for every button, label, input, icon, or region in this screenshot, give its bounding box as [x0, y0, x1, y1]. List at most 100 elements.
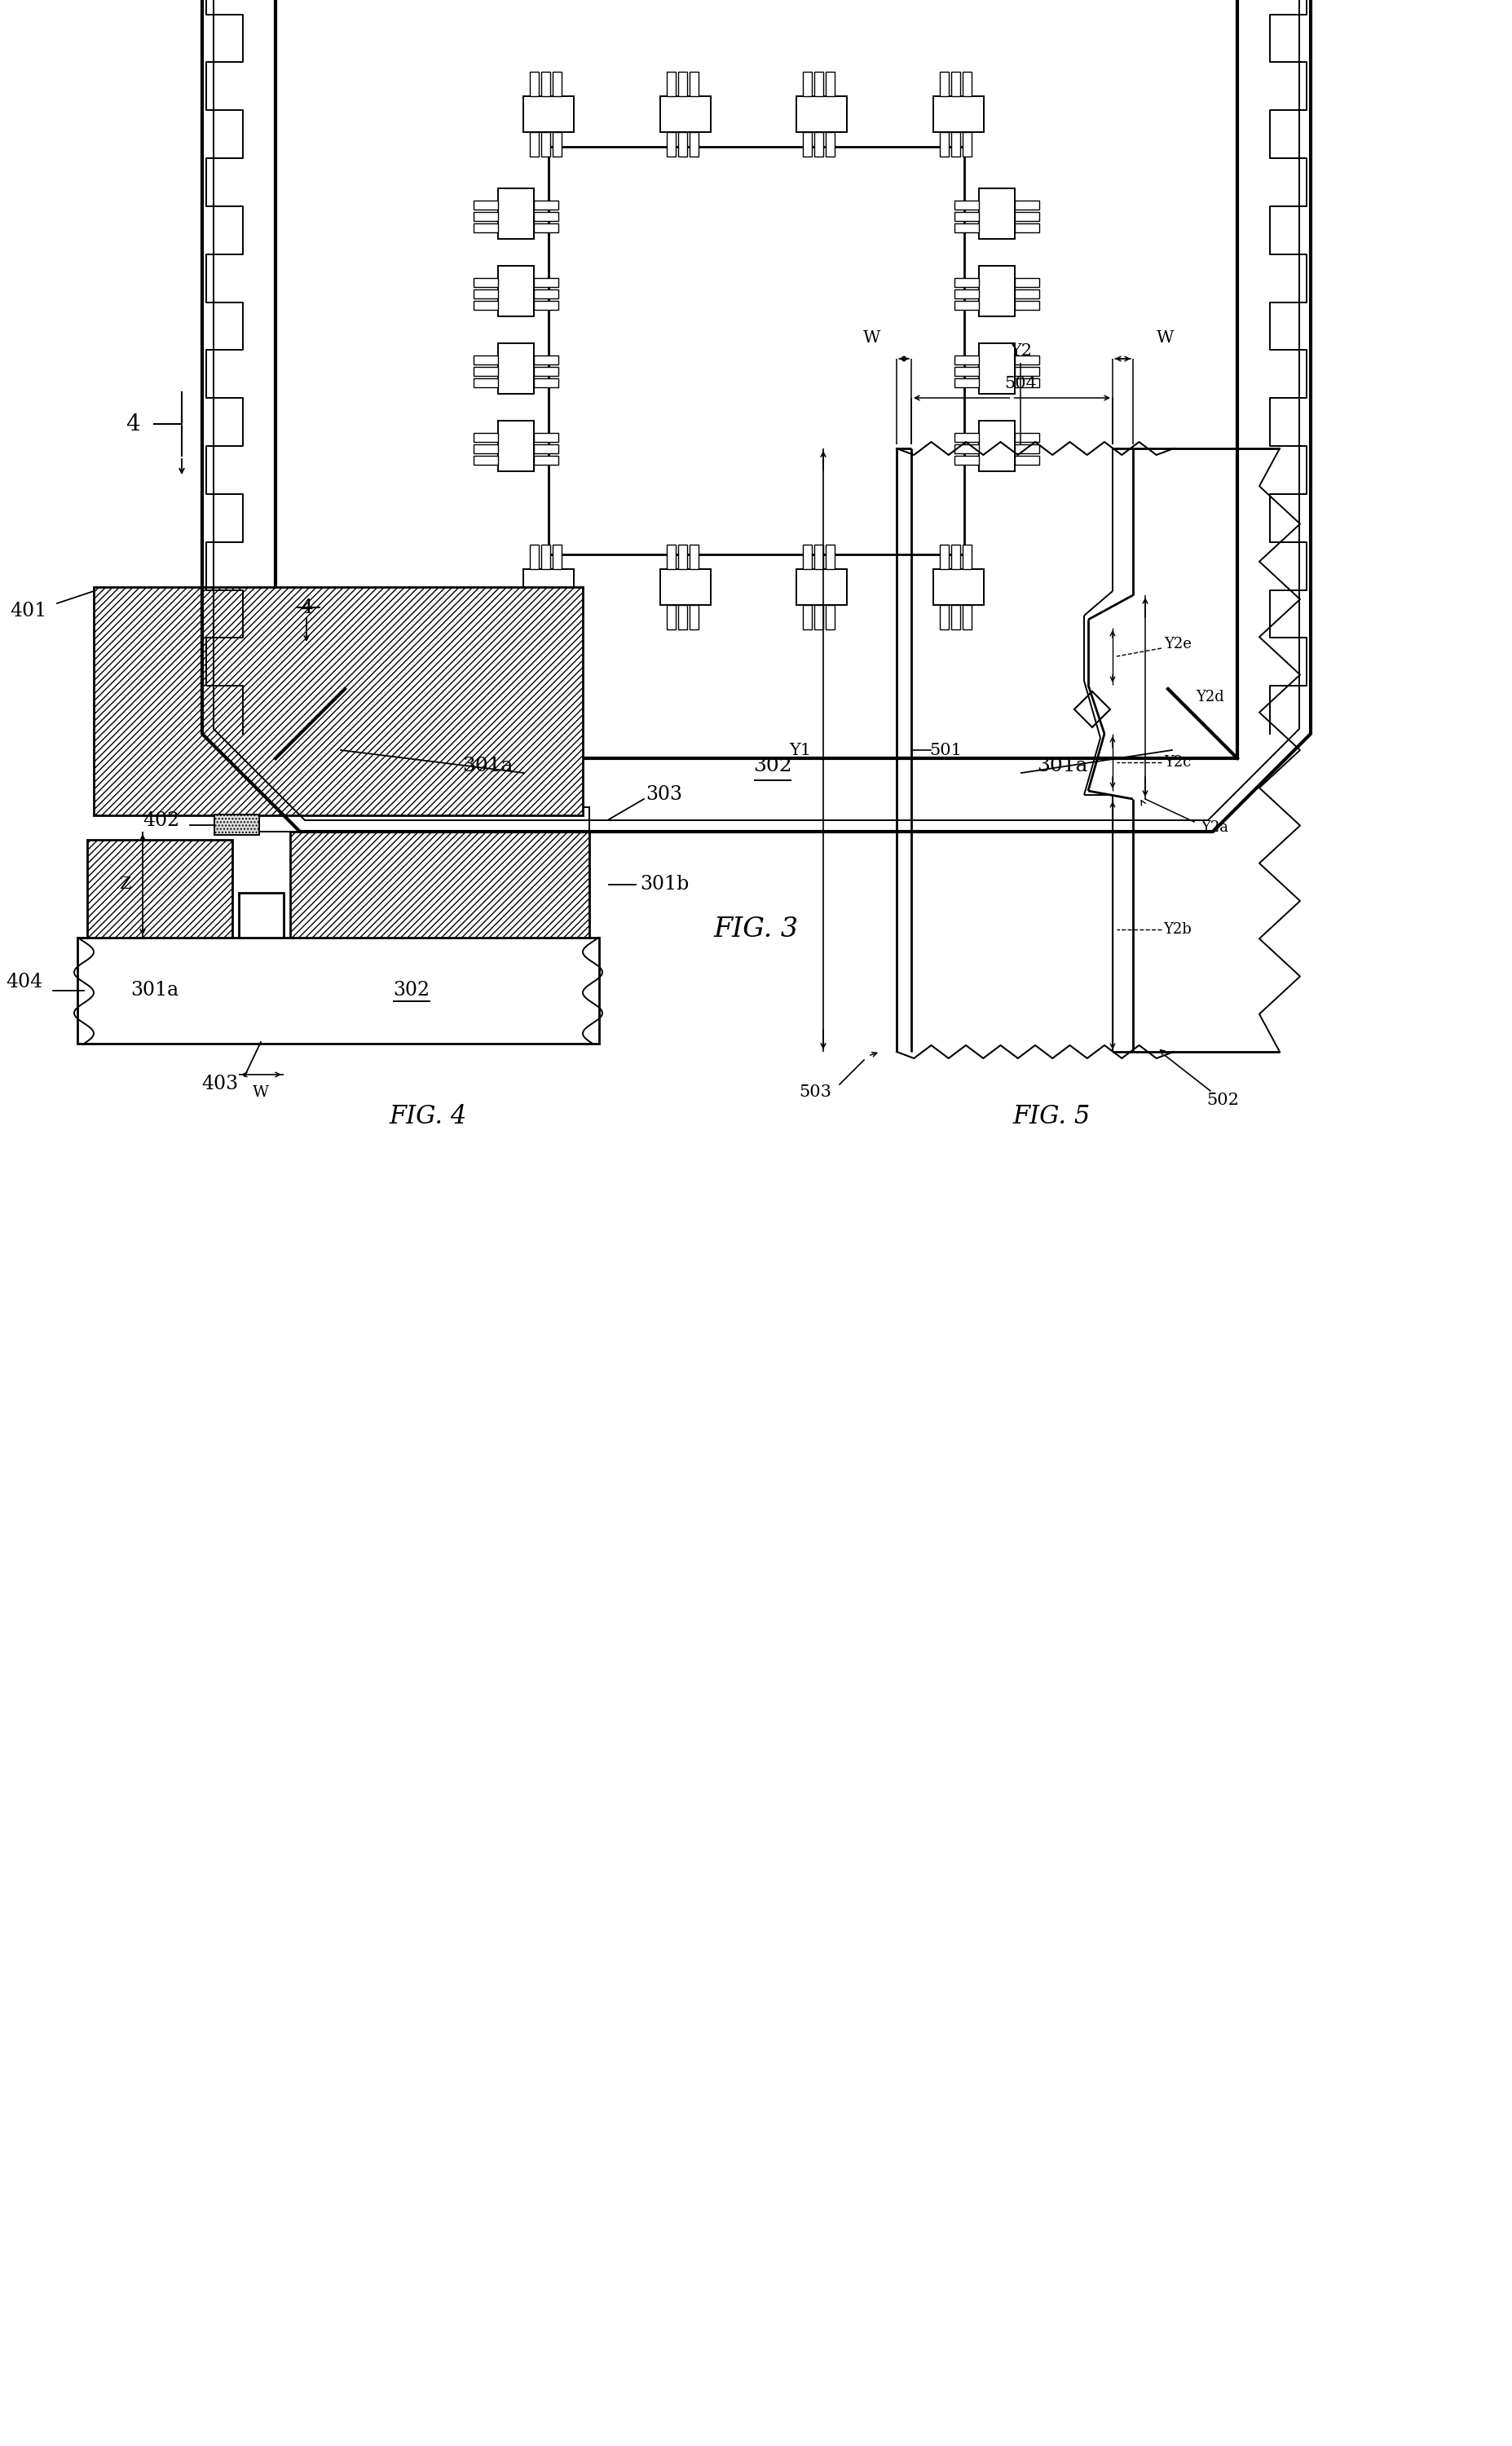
Text: 401: 401	[11, 602, 47, 621]
Bar	[473, 223, 497, 232]
Bar	[529, 71, 538, 95]
Text: 301b: 301b	[640, 876, 688, 893]
Text: 4: 4	[299, 599, 313, 616]
Bar	[534, 433, 558, 443]
Bar	[978, 342, 1015, 394]
Bar	[954, 433, 978, 443]
Bar	[954, 301, 978, 311]
Bar	[951, 71, 960, 95]
Text: W: W	[863, 330, 880, 347]
Bar	[541, 71, 550, 95]
Text: W: W	[1157, 330, 1173, 347]
Bar	[1015, 445, 1039, 453]
Bar	[1015, 213, 1039, 220]
Bar	[803, 545, 812, 570]
Bar	[497, 421, 534, 472]
Text: 502: 502	[1205, 1093, 1238, 1108]
Bar	[813, 604, 823, 629]
Bar	[667, 71, 676, 95]
Bar	[689, 545, 699, 570]
Bar	[826, 132, 835, 157]
Bar	[552, 132, 561, 157]
Bar	[1015, 355, 1039, 364]
Bar	[954, 223, 978, 232]
Bar	[534, 367, 558, 377]
Text: Y2: Y2	[1010, 342, 1031, 360]
Bar	[497, 267, 534, 316]
Bar	[954, 279, 978, 286]
Text: 302: 302	[753, 758, 792, 775]
Bar	[88, 839, 233, 937]
Bar	[541, 132, 550, 157]
Bar	[667, 545, 676, 570]
Bar	[1015, 279, 1039, 286]
Bar	[1015, 223, 1039, 232]
Text: Y2e: Y2e	[1163, 636, 1191, 651]
Text: Z: Z	[119, 876, 130, 893]
Bar	[978, 188, 1015, 240]
Bar	[659, 570, 711, 604]
Bar	[813, 132, 823, 157]
Bar	[813, 545, 823, 570]
Bar	[826, 71, 835, 95]
Bar	[541, 604, 550, 629]
Bar	[978, 421, 1015, 472]
Bar	[529, 132, 538, 157]
Text: 303: 303	[646, 785, 682, 805]
Bar	[1015, 379, 1039, 386]
Text: 301a: 301a	[1036, 758, 1087, 775]
Text: Y1: Y1	[789, 744, 810, 758]
Bar	[1015, 455, 1039, 465]
Bar	[689, 604, 699, 629]
Bar	[290, 832, 590, 937]
Bar	[826, 604, 835, 629]
Bar	[534, 223, 558, 232]
Bar	[954, 445, 978, 453]
Bar	[951, 604, 960, 629]
Bar	[954, 201, 978, 210]
Text: Y2b: Y2b	[1163, 922, 1191, 937]
Bar	[534, 355, 558, 364]
Bar	[549, 147, 963, 555]
Bar	[534, 279, 558, 286]
Bar	[94, 587, 582, 815]
Bar	[77, 937, 599, 1044]
Bar	[667, 132, 676, 157]
Bar	[552, 604, 561, 629]
Bar	[677, 545, 686, 570]
Bar	[497, 342, 534, 394]
Text: Y2c: Y2c	[1164, 756, 1191, 770]
Bar	[951, 132, 960, 157]
Bar	[1015, 301, 1039, 311]
Bar	[978, 267, 1015, 316]
Text: 403: 403	[201, 1074, 239, 1093]
Bar	[473, 455, 497, 465]
Bar	[529, 545, 538, 570]
Bar	[534, 455, 558, 465]
Bar	[667, 604, 676, 629]
Bar	[954, 367, 978, 377]
Bar	[497, 188, 534, 240]
Bar	[473, 213, 497, 220]
Bar	[939, 132, 948, 157]
Bar	[534, 379, 558, 386]
Bar	[803, 71, 812, 95]
Text: Y2d: Y2d	[1196, 690, 1223, 704]
Bar	[677, 71, 686, 95]
Bar	[473, 301, 497, 311]
Text: 301a: 301a	[130, 981, 178, 1000]
Bar	[933, 95, 983, 132]
Bar	[689, 71, 699, 95]
Text: 503: 503	[798, 1084, 832, 1101]
Bar	[954, 379, 978, 386]
Bar	[529, 604, 538, 629]
Text: 301a: 301a	[461, 758, 513, 775]
Bar	[826, 545, 835, 570]
Bar	[534, 289, 558, 298]
Bar	[552, 545, 561, 570]
Bar	[962, 132, 971, 157]
Bar	[689, 132, 699, 157]
Bar	[275, 0, 1237, 758]
Bar	[473, 279, 497, 286]
Text: 402: 402	[142, 812, 180, 829]
